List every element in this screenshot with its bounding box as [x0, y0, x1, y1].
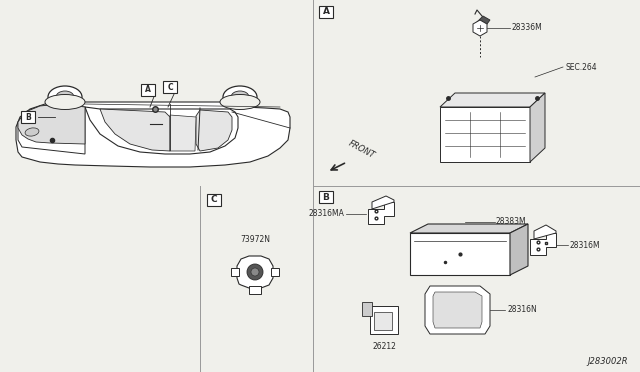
Polygon shape	[372, 196, 394, 209]
Polygon shape	[534, 225, 556, 239]
FancyBboxPatch shape	[207, 194, 221, 206]
Polygon shape	[530, 93, 545, 162]
Text: SEC.264: SEC.264	[565, 62, 596, 71]
Text: FRONT: FRONT	[347, 138, 376, 160]
Polygon shape	[410, 224, 528, 233]
Text: 28316N: 28316N	[507, 305, 537, 314]
Ellipse shape	[25, 128, 39, 136]
FancyBboxPatch shape	[370, 306, 398, 334]
Ellipse shape	[231, 91, 249, 103]
Ellipse shape	[56, 91, 74, 103]
Ellipse shape	[247, 264, 263, 280]
Polygon shape	[473, 20, 487, 36]
Polygon shape	[410, 233, 510, 275]
Polygon shape	[475, 16, 490, 28]
Polygon shape	[18, 104, 85, 144]
FancyBboxPatch shape	[319, 191, 333, 203]
Polygon shape	[196, 110, 232, 151]
Text: 73972N: 73972N	[240, 235, 270, 244]
Ellipse shape	[48, 86, 82, 108]
Text: J283002R: J283002R	[588, 357, 628, 366]
FancyBboxPatch shape	[21, 111, 35, 123]
Text: C: C	[167, 83, 173, 92]
FancyBboxPatch shape	[362, 302, 372, 316]
Polygon shape	[440, 107, 530, 162]
Polygon shape	[425, 286, 490, 334]
Polygon shape	[18, 104, 85, 154]
Polygon shape	[237, 256, 273, 288]
FancyBboxPatch shape	[271, 268, 279, 276]
Polygon shape	[100, 109, 170, 151]
FancyBboxPatch shape	[319, 6, 333, 18]
FancyBboxPatch shape	[163, 81, 177, 93]
FancyBboxPatch shape	[374, 312, 392, 330]
FancyBboxPatch shape	[249, 286, 261, 294]
Polygon shape	[16, 102, 290, 167]
Polygon shape	[440, 93, 545, 107]
Text: C: C	[211, 196, 218, 205]
Ellipse shape	[220, 94, 260, 109]
Text: 28316M: 28316M	[570, 241, 600, 250]
Ellipse shape	[251, 268, 259, 276]
FancyBboxPatch shape	[141, 84, 155, 96]
Text: 28383M: 28383M	[495, 218, 525, 227]
Polygon shape	[170, 115, 196, 151]
Ellipse shape	[45, 94, 85, 109]
Ellipse shape	[223, 86, 257, 108]
Polygon shape	[510, 224, 528, 275]
Polygon shape	[433, 292, 482, 328]
Text: A: A	[145, 86, 151, 94]
Text: 26212: 26212	[372, 342, 396, 351]
Text: B: B	[25, 112, 31, 122]
Text: 28316MA: 28316MA	[308, 209, 344, 218]
Text: A: A	[323, 7, 330, 16]
Polygon shape	[368, 202, 394, 224]
Polygon shape	[85, 107, 238, 154]
Polygon shape	[530, 233, 556, 255]
FancyBboxPatch shape	[231, 268, 239, 276]
Text: 28336M: 28336M	[512, 23, 543, 32]
Text: B: B	[323, 192, 330, 202]
